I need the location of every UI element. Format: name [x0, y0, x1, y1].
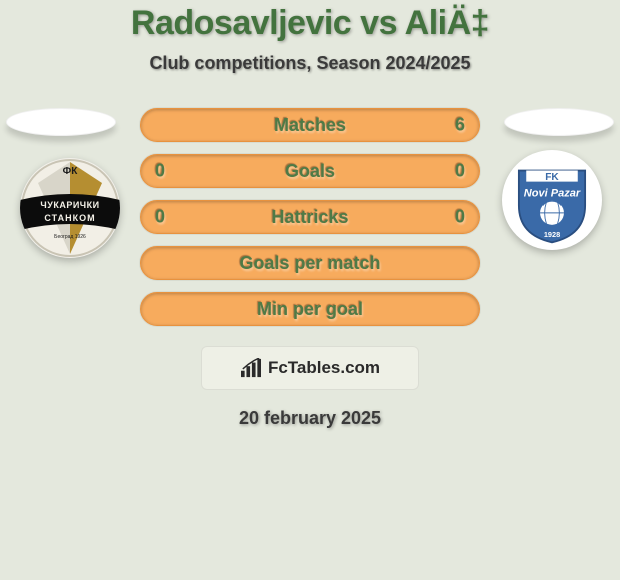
- svg-text:СТАНКОМ: СТАНКОМ: [44, 213, 95, 223]
- svg-text:Novi Pazar: Novi Pazar: [524, 187, 581, 199]
- stats-wrapper: ФК ЧУКАРИЧКИ СТАНКОМ Београд 1926 FK Nov…: [0, 108, 620, 326]
- stat-row-hattricks: 0 Hattricks 0: [140, 200, 480, 234]
- club-badge-right: FK Novi Pazar 1928: [502, 150, 602, 250]
- svg-text:1928: 1928: [544, 230, 560, 239]
- stat-label: Min per goal: [257, 299, 363, 320]
- stat-label: Matches: [274, 115, 346, 136]
- stat-row-goals: 0 Goals 0: [140, 154, 480, 188]
- novi-pazar-icon: FK Novi Pazar 1928: [506, 154, 598, 246]
- stat-label: Hattricks: [271, 207, 348, 228]
- page-title: Radosavljevic vs AliÄ‡: [131, 4, 489, 43]
- cukaricki-icon: ФК ЧУКАРИЧКИ СТАНКОМ Београд 1926: [20, 158, 120, 258]
- stat-right-value: 6: [455, 115, 465, 136]
- brand-text: FcTables.com: [268, 358, 380, 378]
- bar-chart-icon: [240, 358, 262, 378]
- brand-box: FcTables.com: [201, 346, 419, 390]
- subtitle: Club competitions, Season 2024/2025: [149, 53, 470, 74]
- svg-text:ФК: ФК: [63, 166, 79, 177]
- svg-text:FK: FK: [545, 172, 559, 183]
- stat-label: Goals per match: [239, 253, 380, 274]
- stat-row-min-per-goal: Min per goal: [140, 292, 480, 326]
- stat-label: Goals: [285, 161, 335, 182]
- stat-row-matches: Matches 6: [140, 108, 480, 142]
- stat-right-value: 0: [455, 161, 465, 182]
- date-text: 20 february 2025: [239, 408, 381, 429]
- svg-text:Београд 1926: Београд 1926: [54, 234, 86, 240]
- svg-text:ЧУКАРИЧКИ: ЧУКАРИЧКИ: [40, 200, 99, 210]
- stat-right-value: 0: [455, 207, 465, 228]
- stat-left-value: 0: [155, 161, 165, 182]
- player-right-platform: [504, 108, 614, 136]
- stat-left-value: 0: [155, 207, 165, 228]
- player-left-platform: [6, 108, 116, 136]
- stat-row-goals-per-match: Goals per match: [140, 246, 480, 280]
- club-badge-left: ФК ЧУКАРИЧКИ СТАНКОМ Београд 1926: [20, 158, 120, 258]
- comparison-card: Radosavljevic vs AliÄ‡ Club competitions…: [0, 0, 620, 580]
- stats-list: Matches 6 0 Goals 0 0 Hattricks 0 Goals …: [140, 108, 480, 326]
